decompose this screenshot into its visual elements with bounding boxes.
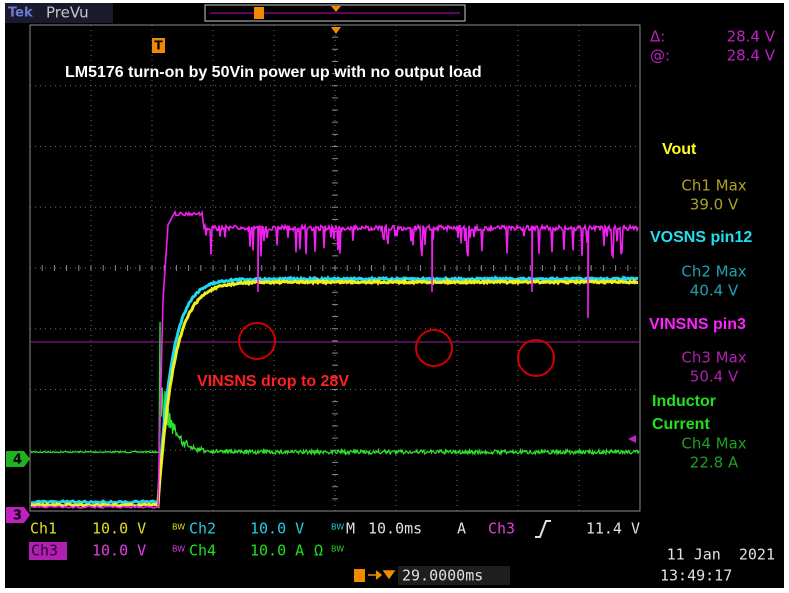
ch4-scale: 10.0 A (250, 542, 304, 560)
graticule (29, 24, 640, 512)
measure-name: Ch3 Max (681, 349, 746, 367)
ch4-ground-marker (6, 451, 30, 467)
graticule-border (29, 24, 641, 512)
highlight-circle (517, 339, 555, 377)
record-view-center (331, 6, 341, 12)
ch3-marker-label: 3 (13, 509, 22, 524)
measure-value: 50.4 V (690, 368, 739, 386)
trigger-slope (535, 520, 551, 538)
timebase-scale: 10.0ms (368, 520, 422, 538)
time: 13:49:17 (660, 567, 732, 585)
measure-name: Ch2 Max (681, 263, 746, 281)
annotation-title: LM5176 turn-on by 50Vin power up with no… (65, 64, 482, 81)
ch2-name: Ch2 (189, 520, 216, 538)
position-box (398, 566, 510, 585)
horizontal-position: 29.0000ms (402, 567, 483, 585)
bandwidth-flag: BW (172, 545, 185, 554)
ch3-ground-marker (6, 507, 30, 523)
ch2-waveform (30, 274, 639, 505)
measure-name: Ch1 Max (681, 177, 746, 195)
measure-value: 22.8 A (690, 454, 739, 472)
record-view (204, 4, 466, 22)
cursor-at-label: @: (650, 47, 670, 65)
trigger-source: Ch3 (488, 520, 515, 538)
channel-label: Inductor (652, 393, 716, 410)
record-view-trigger (254, 7, 264, 19)
bandwidth-flag: BW (331, 545, 344, 554)
channel-label: VOSNS pin12 (650, 229, 752, 246)
trigger-mode: A (457, 520, 466, 538)
position-icon (354, 569, 365, 582)
date: 11 Jan 2021 (667, 546, 775, 564)
timebase-label: M (346, 520, 355, 538)
ch3-waveform (30, 209, 639, 509)
ch1-waveform (30, 277, 639, 509)
trigger-position-marker (331, 27, 341, 34)
ch1-scale: 10.0 V (92, 520, 146, 538)
ch4-marker-label: 4 (13, 453, 22, 468)
trigger-marker-box (152, 38, 165, 53)
ch2-scale: 10.0 V (250, 520, 304, 538)
measure-value: 40.4 V (690, 282, 739, 300)
screen-background (5, 3, 784, 588)
bandwidth-flag: BW (331, 523, 344, 532)
channel-label: VINSNS pin3 (649, 316, 746, 333)
status-bar (5, 3, 113, 23)
measure-name: Ch4 Max (681, 435, 746, 453)
bandwidth-flag: BW (172, 523, 185, 532)
channel-label: Current (652, 416, 710, 433)
measure-value: 39.0 V (690, 196, 739, 214)
channel-label: Vout (662, 141, 697, 158)
acquisition-mode: PreVu (46, 4, 89, 22)
ch3-scale: 10.0 V (92, 542, 146, 560)
ch3-trigger-level (628, 435, 636, 443)
brand: Tek (8, 6, 33, 21)
position-arrow (368, 570, 396, 580)
trigger-marker: T (154, 39, 163, 53)
cursor-delta-label: Δ: (650, 28, 665, 46)
highlight-circle (238, 322, 276, 360)
ch1-name: Ch1 (30, 520, 57, 538)
trigger-source-box (484, 520, 522, 538)
waveforms (30, 209, 640, 509)
ch4-name: Ch4 (189, 542, 216, 560)
ch3-name-box (29, 542, 67, 560)
ch4-coupling: Ω (314, 542, 323, 560)
ch3-name: Ch3 (31, 542, 58, 560)
cursor-at: 28.4 V (727, 47, 776, 65)
highlight-circle (415, 329, 453, 367)
cursor-delta: 28.4 V (727, 28, 776, 46)
annotation-note: VINSNS drop to 28V (197, 373, 349, 390)
trigger-level: 11.4 V (586, 520, 640, 538)
